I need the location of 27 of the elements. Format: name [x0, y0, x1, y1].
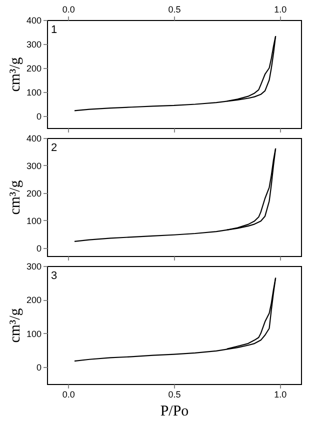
y-tick-label: 100	[26, 216, 42, 226]
y-tick-label: 0	[36, 362, 42, 373]
y-axis-title: cm³/g	[7, 180, 24, 215]
annotation: 1	[51, 24, 58, 36]
y-tick-label: 0	[36, 243, 42, 254]
x-tick-label: 1.0	[274, 390, 287, 400]
y-tick-label: 300	[26, 40, 42, 50]
y-tick-label: 300	[26, 160, 42, 171]
y-axis-title: cm³/g	[7, 308, 24, 343]
annotation: 3	[51, 270, 58, 282]
x-axis-title: P/Po	[160, 404, 189, 420]
y-tick-label: 400	[26, 134, 42, 144]
x2-tick-label: 0.5	[168, 4, 181, 14]
x-tick-label: 0.0	[62, 390, 75, 400]
annotation: 2	[51, 142, 58, 154]
y-tick-label: 400	[26, 16, 42, 26]
y-tick-label: 200	[26, 295, 42, 306]
y-tick-label: 100	[26, 328, 42, 339]
y-tick-label: 200	[26, 64, 42, 74]
y-axis-title: cm³/g	[7, 56, 24, 92]
y-tick-label: 300	[26, 262, 42, 272]
y-tick-label: 200	[26, 188, 42, 198]
x2-tick-label: 0.0	[62, 4, 75, 14]
y-tick-label: 0	[36, 112, 42, 122]
x-tick-label: 0.5	[168, 390, 181, 400]
x2-tick-label: 1.0	[274, 4, 287, 14]
y-tick-label: 100	[26, 88, 42, 98]
